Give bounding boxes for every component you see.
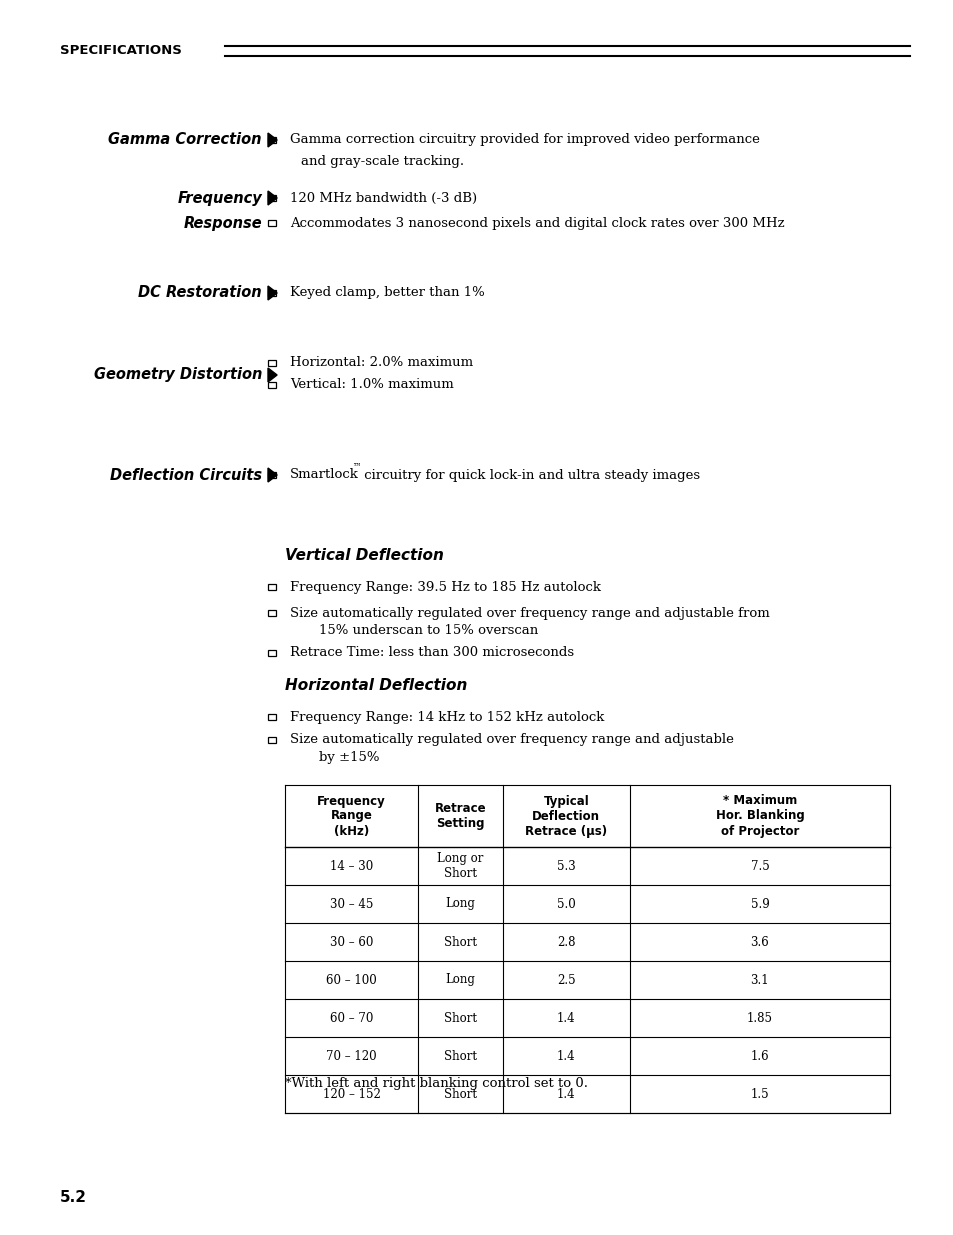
Text: 30 – 45: 30 – 45: [330, 898, 373, 910]
Text: Short: Short: [443, 1088, 476, 1100]
Text: 5.9: 5.9: [750, 898, 768, 910]
Text: 2.5: 2.5: [557, 973, 575, 987]
Text: 15% underscan to 15% overscan: 15% underscan to 15% overscan: [318, 624, 537, 636]
Text: 5.3: 5.3: [557, 860, 575, 872]
Text: 7.5: 7.5: [750, 860, 768, 872]
Text: and gray-scale tracking.: and gray-scale tracking.: [301, 156, 464, 168]
Polygon shape: [268, 133, 276, 147]
Text: *With left and right blanking control set to 0.: *With left and right blanking control se…: [285, 1077, 587, 1089]
Text: Frequency: Frequency: [177, 190, 262, 205]
Text: Frequency
Range
(kHz): Frequency Range (kHz): [316, 794, 386, 837]
Text: circuitry for quick lock-in and ultra steady images: circuitry for quick lock-in and ultra st…: [359, 468, 700, 482]
Text: DC Restoration: DC Restoration: [138, 285, 262, 300]
Text: ™: ™: [352, 463, 360, 471]
Text: 1.6: 1.6: [750, 1050, 768, 1062]
Text: * Maximum
Hor. Blanking
of Projector: * Maximum Hor. Blanking of Projector: [715, 794, 803, 837]
Text: 1.4: 1.4: [557, 1050, 575, 1062]
Text: Retrace Time: less than 300 microseconds: Retrace Time: less than 300 microseconds: [290, 646, 574, 659]
Text: Long or
Short: Long or Short: [436, 852, 483, 881]
Bar: [268, 714, 276, 720]
Text: Vertical: 1.0% maximum: Vertical: 1.0% maximum: [290, 378, 454, 391]
Text: 5.2: 5.2: [60, 1189, 87, 1204]
Text: Size automatically regulated over frequency range and adjustable from: Size automatically regulated over freque…: [290, 606, 769, 620]
Polygon shape: [268, 368, 276, 382]
Bar: [268, 289, 276, 296]
Bar: [268, 220, 276, 226]
Text: Horizontal Deflection: Horizontal Deflection: [285, 678, 467, 693]
Text: Vertical Deflection: Vertical Deflection: [285, 547, 443, 562]
Text: 3.1: 3.1: [750, 973, 768, 987]
Text: Retrace
Setting: Retrace Setting: [435, 802, 486, 830]
Text: 120 – 152: 120 – 152: [322, 1088, 380, 1100]
Text: 5.0: 5.0: [557, 898, 575, 910]
Bar: [268, 736, 276, 743]
Text: Gamma correction circuitry provided for improved video performance: Gamma correction circuitry provided for …: [290, 133, 760, 147]
Text: Frequency Range: 14 kHz to 152 kHz autolock: Frequency Range: 14 kHz to 152 kHz autol…: [290, 710, 604, 724]
Text: Response: Response: [183, 215, 262, 231]
Text: Size automatically regulated over frequency range and adjustable: Size automatically regulated over freque…: [290, 734, 733, 746]
Text: 1.5: 1.5: [750, 1088, 768, 1100]
Text: by ±15%: by ±15%: [318, 751, 379, 763]
Bar: [268, 195, 276, 201]
Text: Long: Long: [445, 898, 475, 910]
Text: Gamma Correction: Gamma Correction: [109, 132, 262, 147]
Text: Smartlock: Smartlock: [290, 468, 358, 482]
Text: Deflection Circuits: Deflection Circuits: [110, 468, 262, 483]
Text: Keyed clamp, better than 1%: Keyed clamp, better than 1%: [290, 287, 484, 300]
Text: 2.8: 2.8: [557, 935, 575, 948]
Text: 60 – 100: 60 – 100: [326, 973, 376, 987]
Bar: [268, 472, 276, 478]
Text: Short: Short: [443, 1050, 476, 1062]
Text: Frequency Range: 39.5 Hz to 185 Hz autolock: Frequency Range: 39.5 Hz to 185 Hz autol…: [290, 580, 600, 594]
Text: 70 – 120: 70 – 120: [326, 1050, 376, 1062]
Text: Short: Short: [443, 1011, 476, 1025]
Polygon shape: [268, 191, 276, 205]
Text: 1.4: 1.4: [557, 1088, 575, 1100]
Text: Geometry Distortion: Geometry Distortion: [93, 368, 262, 383]
Bar: [268, 610, 276, 616]
Bar: [268, 137, 276, 143]
Bar: [268, 650, 276, 656]
Text: 30 – 60: 30 – 60: [330, 935, 373, 948]
Text: 120 MHz bandwidth (-3 dB): 120 MHz bandwidth (-3 dB): [290, 191, 476, 205]
Text: 1.4: 1.4: [557, 1011, 575, 1025]
Text: 60 – 70: 60 – 70: [330, 1011, 373, 1025]
Text: 14 – 30: 14 – 30: [330, 860, 373, 872]
Bar: [268, 584, 276, 590]
Text: 1.85: 1.85: [746, 1011, 772, 1025]
Bar: [268, 359, 276, 367]
Text: Horizontal: 2.0% maximum: Horizontal: 2.0% maximum: [290, 357, 473, 369]
Text: 3.6: 3.6: [750, 935, 768, 948]
Text: SPECIFICATIONS: SPECIFICATIONS: [60, 43, 182, 57]
Text: Short: Short: [443, 935, 476, 948]
Text: Typical
Deflection
Retrace (μs): Typical Deflection Retrace (μs): [525, 794, 607, 837]
Text: Long: Long: [445, 973, 475, 987]
Polygon shape: [268, 468, 276, 482]
Polygon shape: [268, 287, 276, 300]
Text: Accommodates 3 nanosecond pixels and digital clock rates over 300 MHz: Accommodates 3 nanosecond pixels and dig…: [290, 216, 783, 230]
Bar: [268, 382, 276, 388]
